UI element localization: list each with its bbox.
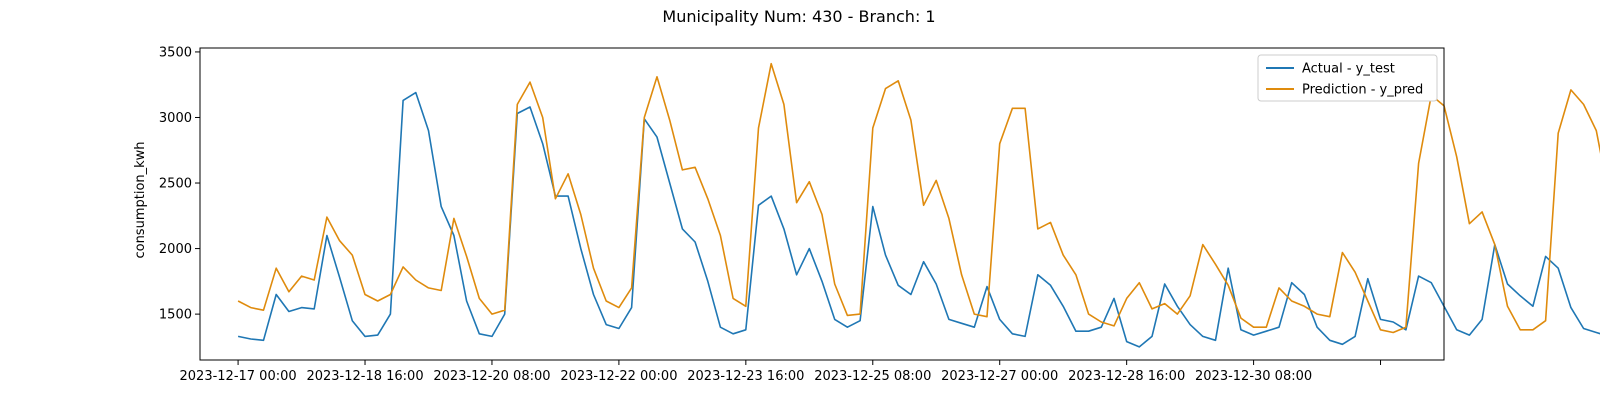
y-tick-label: 3500 xyxy=(159,45,192,60)
x-tick-label: 2023-12-30 08:00 xyxy=(1195,369,1312,384)
y-axis-label: consumption_kwh xyxy=(133,141,148,258)
series-line-0 xyxy=(237,91,1600,348)
series-layer xyxy=(237,62,1600,348)
legend-label-actual: Actual - y_test xyxy=(1302,62,1395,77)
x-tick-label: 2023-12-18 16:00 xyxy=(306,369,423,384)
x-tick-label: 2023-12-28 16:00 xyxy=(1068,369,1185,384)
chart-title: Municipality Num: 430 - Branch: 1 xyxy=(662,7,935,26)
x-tick-label: 2023-12-22 00:00 xyxy=(560,369,677,384)
series-line-1 xyxy=(237,62,1600,334)
legend-box xyxy=(1257,54,1438,102)
legend: Actual - y_test Prediction - y_pred xyxy=(1257,54,1438,102)
x-tick-label: 2023-12-27 00:00 xyxy=(941,369,1058,384)
x-tick-label: 2023-12-17 00:00 xyxy=(180,369,297,384)
legend-label-prediction: Prediction - y_pred xyxy=(1302,83,1423,98)
y-axis: 1500 2000 2500 3000 3500 xyxy=(159,45,200,323)
plot-area-frame xyxy=(199,47,1445,361)
x-tick-label: 2023-12-20 08:00 xyxy=(433,369,550,384)
y-tick-label: 1500 xyxy=(159,308,192,323)
y-tick-label: 2500 xyxy=(159,177,192,192)
x-tick-label: 2023-12-25 08:00 xyxy=(814,369,931,384)
y-tick-label: 3000 xyxy=(159,111,192,126)
x-axis: 2023-12-17 00:00 2023-12-18 16:00 2023-12-… xyxy=(180,360,1382,384)
x-tick-label: 2023-12-23 16:00 xyxy=(687,369,804,384)
y-tick-label: 2000 xyxy=(159,242,192,257)
